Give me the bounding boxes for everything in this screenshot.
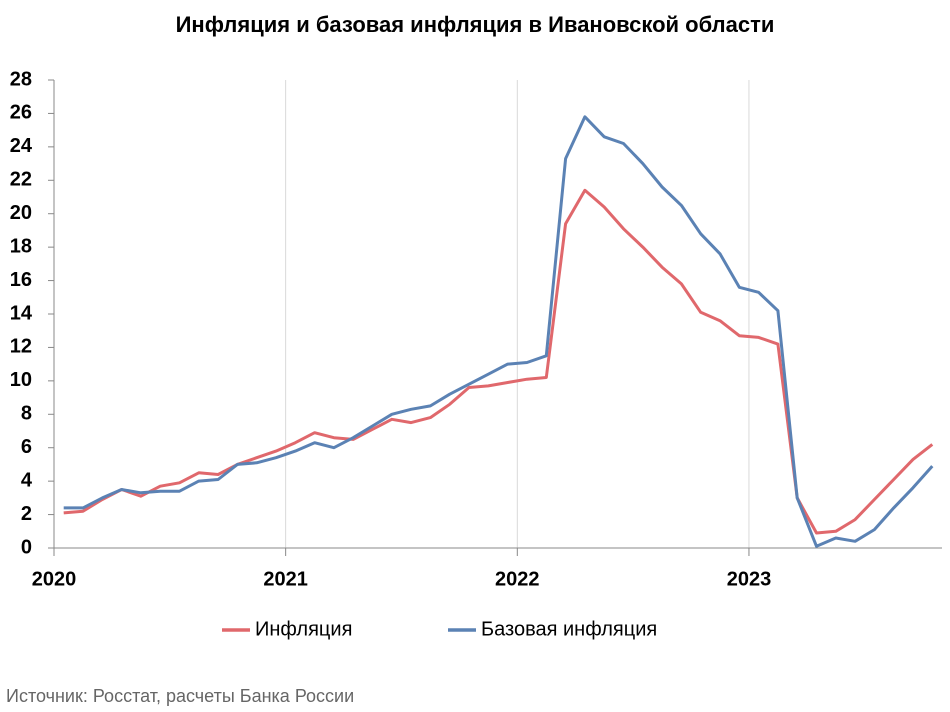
source: Источник: Росстат, расчеты Банка России [6,686,354,706]
legend-label: Инфляция [255,618,352,640]
series-line [63,188,934,535]
x-tick-label: 2020 [32,568,77,590]
y-tick-label: 10 [10,369,32,391]
y-tick-label: 20 [10,202,32,224]
y-tick-label: 24 [10,135,33,157]
y-tick-label: 18 [10,235,32,257]
y-tick-label: 0 [21,536,32,558]
y-tick-label: 12 [10,336,32,358]
y-tick-label: 28 [10,68,32,90]
x-tick-label: 2021 [263,568,308,590]
y-tick-label: 22 [10,169,32,191]
x-tick-label: 2022 [495,568,540,590]
y-tick-label: 8 [21,403,32,425]
y-tick-label: 6 [21,436,32,458]
y-tick-label: 4 [21,469,33,491]
legend-label: Базовая инфляция [481,618,657,640]
x-tick-label: 2023 [727,568,772,590]
chart-title: Инфляция и базовая инфляция в Ивановской… [176,12,775,37]
y-tick-label: 14 [10,302,33,324]
y-tick-label: 16 [10,269,32,291]
series-line [63,115,934,548]
y-tick-label: 2 [21,503,32,525]
y-tick-label: 26 [10,102,32,124]
